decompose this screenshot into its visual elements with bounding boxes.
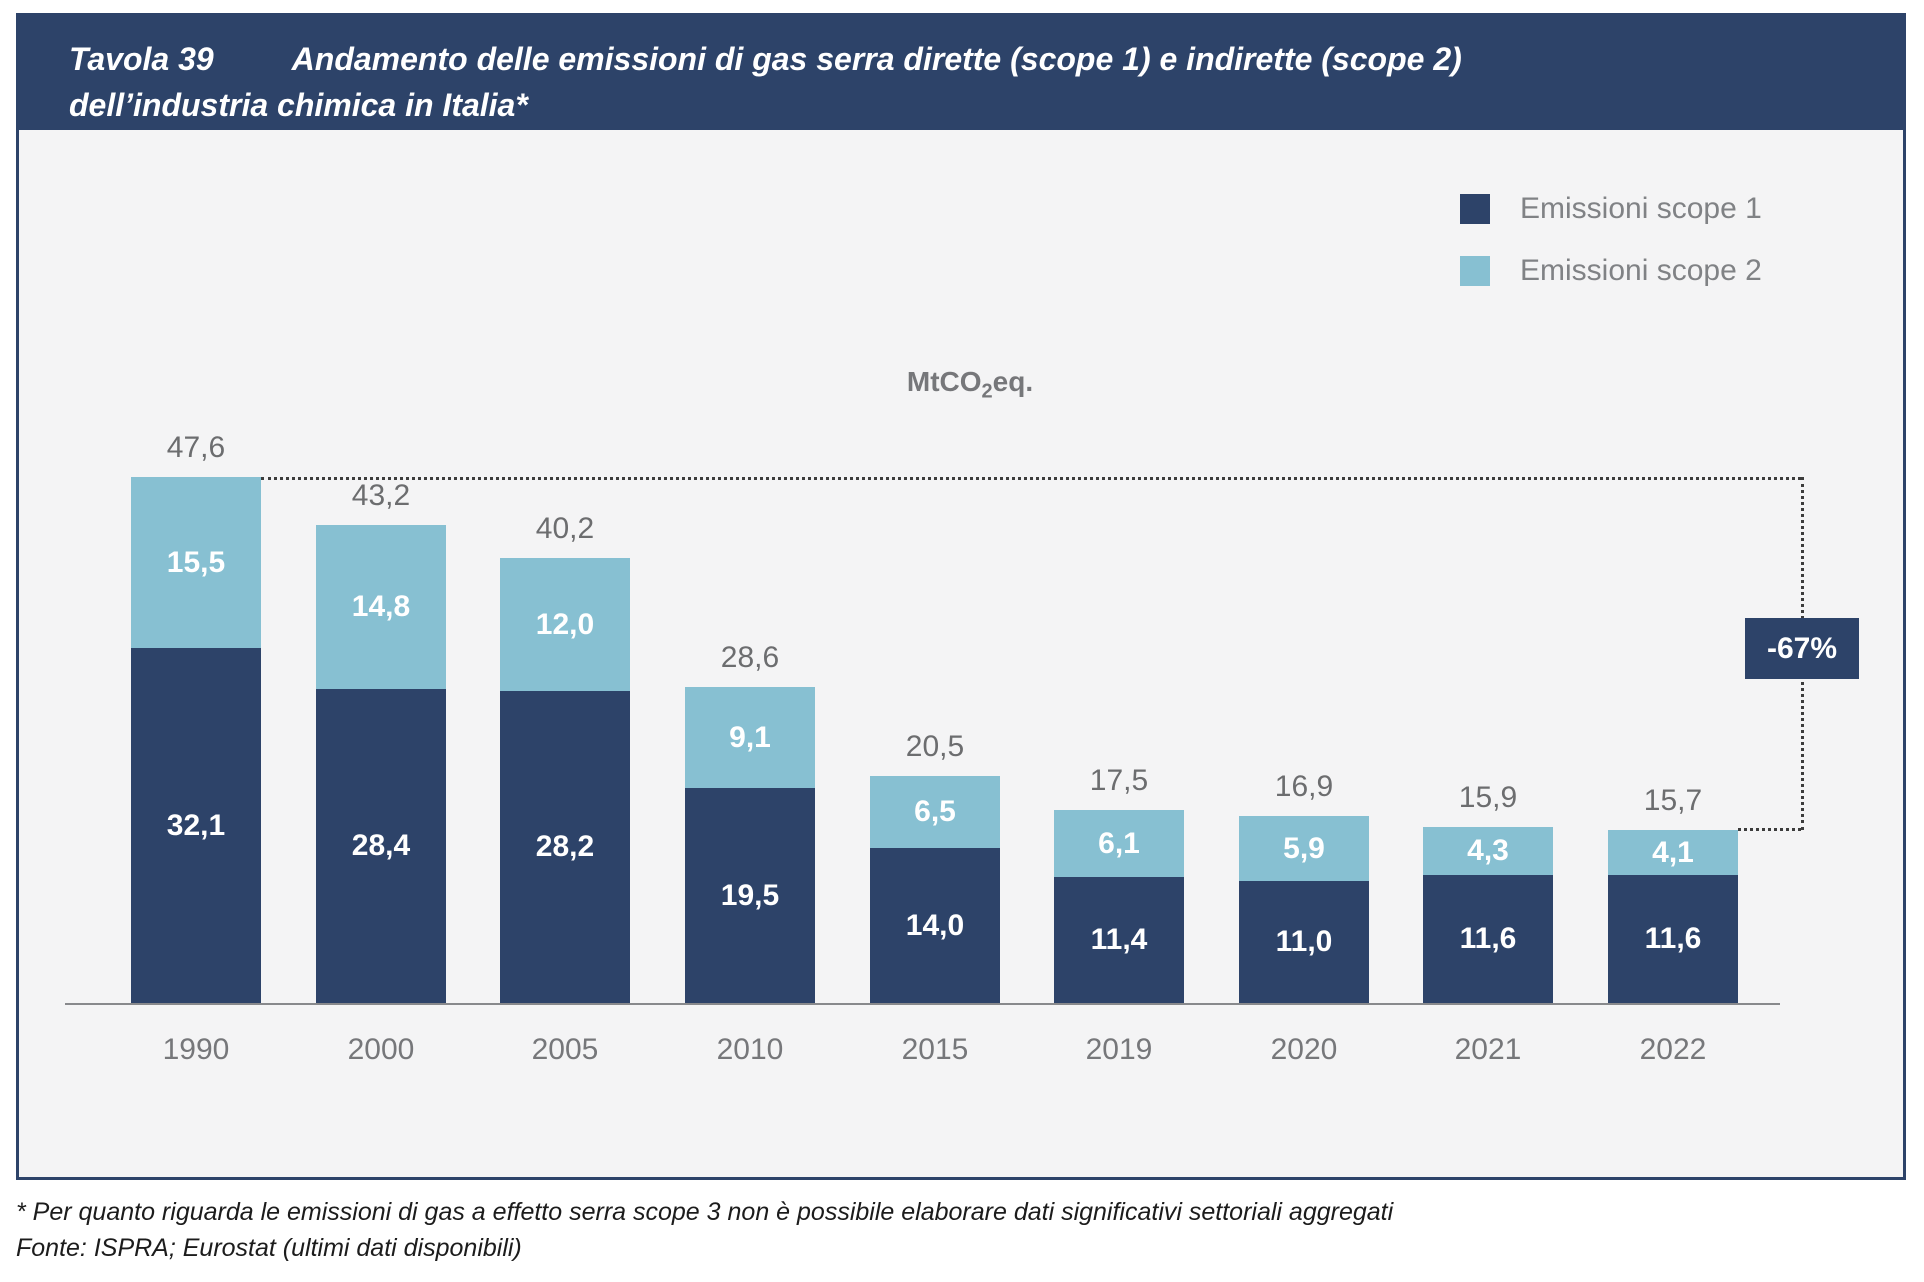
bar-2005-scope1-value: 28,2 [535, 830, 595, 863]
bar-2022-scope2-value: 4,1 [1652, 835, 1694, 869]
bar-2022: 4,1 11,6 [1608, 830, 1738, 1003]
bar-2020: 5,9 11,0 [1239, 816, 1369, 1003]
connector-line-bottom [1738, 828, 1801, 831]
total-label-2015: 20,5 [905, 730, 965, 763]
title-bar: Tavola 39 Andamento delle emissioni di ga… [19, 16, 1903, 130]
bar-2010: 9,1 19,5 [685, 687, 815, 1003]
bar-2005: 12,0 28,2 [500, 558, 630, 1003]
total-label-1990: 47,6 [166, 431, 226, 464]
bar-2021-scope2-segment: 4,3 [1423, 827, 1553, 875]
bar-1990-scope2-segment: 15,5 [131, 477, 261, 648]
bar-2019-scope2-value: 6,1 [1098, 826, 1140, 860]
unit-label: MtCO2eq. [906, 366, 1034, 403]
total-label-2022: 15,7 [1643, 784, 1703, 817]
chart-panel: Tavola 39 Andamento delle emissioni di ga… [16, 13, 1906, 1180]
bar-2020-scope2-value: 5,9 [1283, 831, 1325, 865]
bar-2015-scope2-value: 6,5 [914, 795, 956, 828]
bar-2021: 4,3 11,6 [1423, 827, 1553, 1003]
footnote-source: Fonte: ISPRA; Eurostat (ultimi dati disp… [16, 1234, 522, 1262]
chart-title-line2: dell’industria chimica in Italia* [69, 87, 528, 123]
x-tick-2010: 2010 [716, 1033, 784, 1066]
bar-2019-scope1-value: 11,4 [1090, 923, 1148, 956]
footnote-scope3: * Per quanto riguarda le emissioni di ga… [16, 1198, 1394, 1226]
bar-2015: 6,5 14,0 [870, 776, 1000, 1003]
x-tick-2005: 2005 [531, 1033, 599, 1066]
total-label-2000: 43,2 [351, 479, 411, 512]
change-badge: -67% [1745, 618, 1859, 679]
bar-1990: 15,5 32,1 [131, 477, 261, 1003]
footnotes: * Per quanto riguarda le emissioni di ga… [16, 1194, 1616, 1266]
chart-title: Tavola 39 Andamento delle emissioni di ga… [69, 36, 1873, 128]
plot-area: -67% 15,5 32,1 47,6 1990 14,8 28,4 43,2 2000 12,… [19, 130, 1903, 1177]
x-tick-2022: 2022 [1639, 1033, 1707, 1066]
bar-2021-scope1-value: 11,6 [1459, 922, 1517, 955]
bar-2005-scope2-value: 12,0 [535, 607, 595, 641]
scope2-color-swatch [1460, 256, 1490, 286]
bar-2021-scope1-segment: 11,6 [1423, 875, 1553, 1003]
bar-2015-scope2-segment: 6,5 [870, 776, 1000, 848]
bar-2019: 6,1 11,4 [1054, 810, 1184, 1003]
bar-2010-scope1-value: 19,5 [720, 878, 780, 912]
bar-2000-scope1-value: 28,4 [351, 829, 411, 862]
legend: Emissioni scope 1 Emissioni scope 2 [1460, 192, 1762, 318]
x-tick-1990: 1990 [162, 1033, 230, 1066]
bar-2005-scope2-segment: 12,0 [500, 558, 630, 691]
total-label-2020: 16,9 [1274, 770, 1334, 803]
bar-1990-scope1-value: 32,1 [166, 808, 226, 842]
bar-2021-scope2-value: 4,3 [1467, 834, 1509, 867]
bar-2022-scope1-segment: 11,6 [1608, 875, 1738, 1003]
legend-item-scope1: Emissioni scope 1 [1460, 192, 1762, 225]
bar-1990-scope1-segment: 32,1 [131, 648, 261, 1003]
legend-label-scope2: Emissioni scope 2 [1520, 254, 1762, 287]
bar-2022-scope2-segment: 4,1 [1608, 830, 1738, 875]
bar-1990-scope2-value: 15,5 [166, 545, 226, 579]
bar-2000-scope2-value: 14,8 [351, 590, 411, 623]
x-tick-2019: 2019 [1085, 1033, 1153, 1066]
scope1-color-swatch [1460, 194, 1490, 224]
table-number: Tavola 39 [69, 41, 214, 77]
chart-title-line1: Andamento delle emissioni di gas serra d… [291, 41, 1462, 77]
total-label-2005: 40,2 [535, 512, 595, 545]
total-label-2019: 17,5 [1089, 764, 1149, 797]
bar-2010-scope2-segment: 9,1 [685, 687, 815, 788]
total-label-2010: 28,6 [720, 641, 780, 674]
bar-2005-scope1-segment: 28,2 [500, 691, 630, 1003]
x-tick-2015: 2015 [901, 1033, 969, 1066]
bar-2000-scope2-segment: 14,8 [316, 525, 446, 689]
x-tick-2020: 2020 [1270, 1033, 1338, 1066]
bar-2020-scope1-value: 11,0 [1275, 925, 1333, 958]
bar-2015-scope1-value: 14,0 [905, 908, 965, 942]
x-axis-line [65, 1003, 1780, 1005]
bar-2000-scope1-segment: 28,4 [316, 689, 446, 1003]
bar-2019-scope2-segment: 6,1 [1054, 810, 1184, 877]
chart-area: Emissioni scope 1 Emissioni scope 2 MtCO… [19, 130, 1903, 1177]
bar-2000: 14,8 28,4 [316, 525, 446, 1003]
connector-line-top [261, 477, 1801, 480]
legend-item-scope2: Emissioni scope 2 [1460, 254, 1762, 287]
bar-2010-scope2-value: 9,1 [729, 720, 771, 754]
x-tick-2021: 2021 [1454, 1033, 1522, 1066]
bar-2019-scope1-segment: 11,4 [1054, 877, 1184, 1003]
x-tick-2000: 2000 [347, 1033, 415, 1066]
total-label-2021: 15,9 [1458, 781, 1518, 814]
legend-label-scope1: Emissioni scope 1 [1520, 192, 1762, 225]
bar-2020-scope1-segment: 11,0 [1239, 881, 1369, 1003]
bar-2022-scope1-value: 11,6 [1644, 922, 1702, 955]
bar-2015-scope1-segment: 14,0 [870, 848, 1000, 1003]
bar-2020-scope2-segment: 5,9 [1239, 816, 1369, 881]
bar-2010-scope1-segment: 19,5 [685, 788, 815, 1003]
